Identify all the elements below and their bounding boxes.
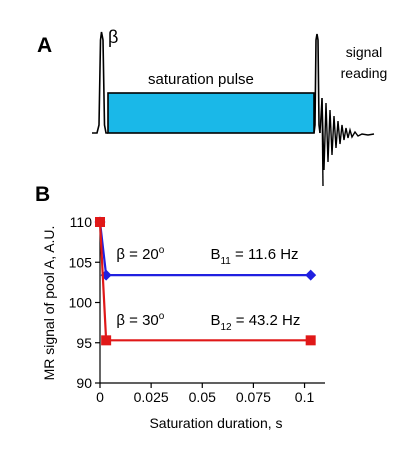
series-2-point: [305, 335, 316, 346]
signal-echo-trace: [319, 97, 375, 171]
plot-area: 90 95 100 105 110 0 0.025 0.05 0.075 0.1 β = 20o B1…: [69, 214, 325, 405]
reading-label: reading: [341, 65, 388, 81]
saturation-pulse-block: [107, 92, 315, 134]
y-tick-label: 110: [70, 214, 93, 230]
panel-b-letter: B: [35, 183, 50, 206]
signal-label: signal: [346, 44, 383, 60]
pulse-sequence-trace: [92, 31, 108, 134]
end-spike: [313, 33, 321, 134]
x-tick-label: 0.1: [295, 389, 315, 405]
panel-b: B MR signal of pool A, A.U. Saturation d…: [35, 183, 325, 431]
y-tick-label: 105: [69, 254, 93, 270]
y-tick-label: 95: [76, 335, 92, 351]
series-2-point: [101, 335, 112, 346]
series-2-point: [95, 217, 105, 227]
saturation-pulse-label: saturation pulse: [148, 71, 254, 88]
y-tick-label: 100: [69, 295, 93, 311]
annotation-1: β = 20o: [116, 245, 164, 263]
x-tick-label: 0.075: [236, 389, 271, 405]
x-tick-label: 0.05: [189, 389, 216, 405]
annotation-3: β = 30o: [116, 311, 164, 329]
annotation-2: B11 = 11.6 Hz: [210, 246, 298, 267]
x-tick-label: 0: [96, 389, 104, 405]
y-axis-label: MR signal of pool A, A.U.: [41, 226, 57, 381]
panel-a-letter: A: [37, 34, 52, 57]
series-1-point: [305, 269, 317, 281]
annotation-4: B12 = 43.2 Hz: [210, 312, 300, 333]
y-tick-label: 90: [76, 375, 92, 391]
echo-tail: [321, 97, 324, 187]
panel-a: A β saturation pulse signal reading: [37, 27, 388, 187]
beta-label: β: [108, 27, 118, 47]
x-tick-label: 0.025: [134, 389, 169, 405]
x-axis-label: Saturation duration, s: [149, 415, 282, 431]
